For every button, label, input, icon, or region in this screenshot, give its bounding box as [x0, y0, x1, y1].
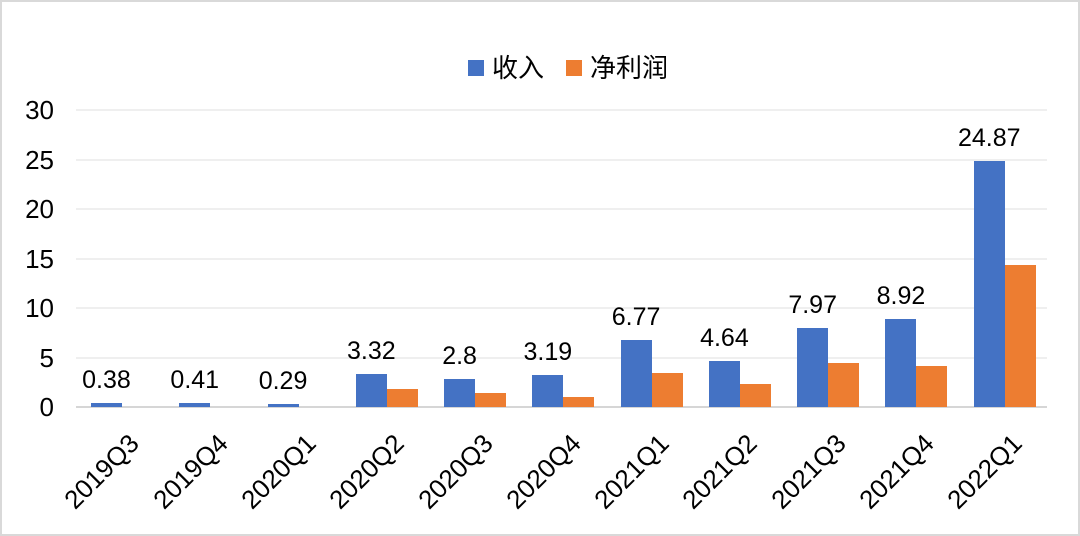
bar-revenue: [267, 404, 299, 407]
legend-item-revenue: 收入: [468, 52, 544, 84]
y-tick-label: 15: [25, 243, 54, 274]
bar-revenue: [91, 403, 122, 407]
y-tick-label: 25: [25, 144, 54, 175]
x-axis-line: [76, 406, 1047, 408]
x-tick-label: 2019Q4: [146, 428, 234, 515]
revenue-swatch-icon: [468, 60, 484, 76]
grid-line: [76, 356, 1047, 359]
legend-item-net-profit: 净利润: [566, 52, 668, 84]
bar-revenue: [532, 375, 564, 407]
x-tick-label: 2020Q3: [411, 428, 499, 515]
net-profit-swatch-icon: [566, 60, 583, 76]
x-tick-label: 2019Q3: [58, 428, 146, 515]
bar-value-label: 24.87: [957, 123, 1021, 152]
bar-value-label: 0.41: [170, 365, 220, 394]
legend-label-revenue: 收入: [492, 53, 545, 83]
bar-revenue: [179, 402, 211, 407]
bar-revenue: [708, 361, 740, 407]
bar-net-profit: [651, 373, 683, 407]
bar-net-profit: [563, 397, 595, 407]
bar-value-label: 3.19: [523, 338, 573, 367]
y-tick-label: 30: [25, 95, 54, 125]
bar-value-label: 0.29: [258, 367, 308, 396]
bar-value-label: 7.97: [788, 291, 837, 320]
grid-line: [76, 208, 1047, 210]
x-tick-label: 2022Q1: [941, 428, 1028, 515]
grid-line: [76, 109, 1047, 111]
legend-label-net-profit: 净利润: [590, 53, 669, 83]
y-tick-label: 5: [39, 342, 54, 373]
bar-revenue: [620, 339, 652, 407]
bar-value-label: 4.64: [700, 324, 749, 353]
bar-revenue: [797, 328, 829, 407]
x-tick-label: 2021Q4: [853, 428, 940, 515]
x-tick-label: 2021Q2: [676, 428, 764, 515]
x-tick-label: 2021Q3: [764, 428, 852, 515]
bar-value-label: 6.77: [611, 302, 661, 331]
bar-net-profit: [475, 393, 507, 407]
y-tick-label: 0: [39, 392, 54, 422]
bar-revenue: [355, 374, 387, 407]
bar-revenue: [885, 318, 917, 407]
bar-net-profit: [1004, 265, 1036, 407]
bar-value-label: 3.32: [346, 337, 396, 366]
x-tick-label: 2020Q1: [235, 428, 322, 515]
grid-line: [76, 158, 1047, 161]
bar-revenue: [973, 160, 1005, 407]
bar-net-profit: [828, 363, 860, 407]
bar-value-label: 2.8: [442, 342, 477, 371]
x-tick-label: 2021Q1: [588, 428, 675, 515]
x-tick-label: 2020Q4: [499, 428, 587, 515]
bar-net-profit: [739, 384, 771, 407]
grid-line: [76, 307, 1047, 309]
y-tick-label: 10: [25, 293, 54, 323]
bar-net-profit: [916, 366, 948, 407]
grid-line: [76, 257, 1047, 260]
bar-revenue: [444, 379, 476, 407]
x-tick-label: 2020Q2: [323, 428, 411, 515]
bar-value-label: 0.38: [82, 366, 131, 395]
y-tick-label: 20: [25, 194, 54, 224]
bar-net-profit: [386, 389, 418, 407]
bar-value-label: 8.92: [876, 281, 926, 310]
chart-legend: 收入 净利润: [468, 52, 690, 84]
